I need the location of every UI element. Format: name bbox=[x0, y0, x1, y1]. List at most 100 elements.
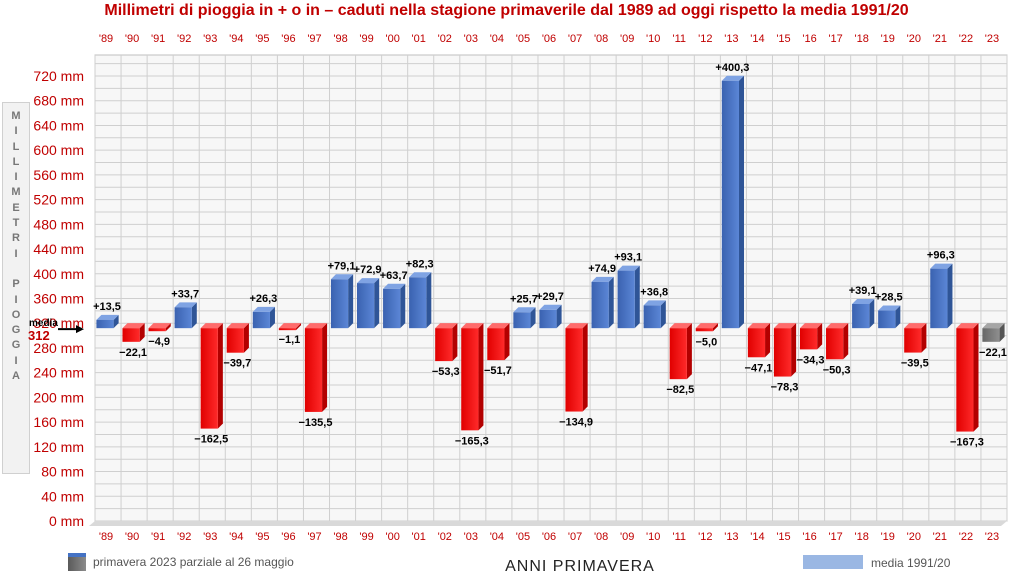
mean-marker-arrowhead bbox=[76, 325, 84, 334]
bar-top bbox=[956, 323, 979, 329]
bar bbox=[695, 328, 713, 332]
bar bbox=[799, 328, 818, 350]
x-tick-label-top: '96 bbox=[281, 33, 295, 45]
bar-side bbox=[791, 323, 797, 377]
bar-side bbox=[843, 323, 849, 360]
bar-top bbox=[487, 323, 510, 329]
bar-top bbox=[357, 278, 380, 284]
x-tick-label-bottom: '10 bbox=[646, 531, 660, 543]
data-label: −167,3 bbox=[950, 437, 984, 449]
legend-label-partial: primavera 2023 parziale al 26 maggio bbox=[93, 555, 294, 569]
bar-97 bbox=[304, 323, 328, 412]
data-label: +28,5 bbox=[875, 292, 903, 304]
x-tick-label-top: '93 bbox=[203, 33, 217, 45]
x-tick-label-bottom: '07 bbox=[568, 531, 582, 543]
x-tick-label-bottom: '01 bbox=[412, 531, 426, 543]
bar bbox=[539, 309, 557, 329]
x-tick-label-bottom: '09 bbox=[620, 531, 634, 543]
data-label: −78,3 bbox=[771, 382, 799, 394]
bar bbox=[383, 288, 401, 329]
x-tick-label-bottom: '96 bbox=[281, 531, 295, 543]
bar-05 bbox=[513, 307, 536, 329]
x-tick-label-bottom: '16 bbox=[802, 531, 816, 543]
bar bbox=[773, 328, 792, 377]
bar-top bbox=[278, 323, 302, 329]
y-tick-label: 600 mm bbox=[33, 142, 84, 158]
y-axis-label: M I L L I M E T R I P I O G G I A bbox=[11, 110, 21, 383]
x-tick-label-bottom: '91 bbox=[151, 531, 165, 543]
x-tick-label-bottom: '17 bbox=[828, 531, 842, 543]
x-tick-label-bottom: '11 bbox=[673, 531, 687, 543]
legend-swatch-mean bbox=[803, 555, 863, 569]
bar-top bbox=[982, 323, 1005, 329]
x-tick-label-top: '10 bbox=[646, 33, 660, 45]
bar-side bbox=[217, 323, 223, 429]
bar-15 bbox=[773, 323, 797, 377]
y-tick-label: 80 mm bbox=[41, 464, 84, 480]
data-label: +36,8 bbox=[640, 286, 668, 298]
bar-top bbox=[773, 323, 797, 329]
x-tick-label-top: '91 bbox=[151, 33, 165, 45]
data-label: −165,3 bbox=[455, 435, 489, 447]
mean-marker-label: media bbox=[29, 318, 58, 329]
x-tick-label-top: '13 bbox=[724, 33, 738, 45]
x-tick-label-top: '17 bbox=[828, 33, 842, 45]
bar-04 bbox=[487, 323, 510, 361]
y-tick-label: 640 mm bbox=[33, 117, 84, 133]
bar bbox=[278, 328, 297, 331]
bar-11 bbox=[669, 323, 692, 380]
bar-17 bbox=[826, 323, 849, 360]
bar-21 bbox=[930, 263, 953, 329]
bar-top bbox=[565, 323, 588, 329]
data-label: −22,1 bbox=[979, 347, 1007, 359]
data-label: −1,1 bbox=[279, 334, 301, 346]
bar-top bbox=[200, 323, 223, 329]
x-tick-label-bottom: '90 bbox=[125, 531, 139, 543]
x-tick-label-top: '11 bbox=[673, 33, 687, 45]
x-axis-label: ANNI PRIMAVERA bbox=[505, 558, 655, 575]
data-label: +82,3 bbox=[406, 258, 434, 270]
bar bbox=[747, 328, 766, 358]
data-label: +29,7 bbox=[536, 291, 564, 303]
bar-top bbox=[695, 323, 718, 329]
bar-top bbox=[122, 323, 145, 329]
y-tick-label: 360 mm bbox=[33, 291, 84, 307]
data-label: +26,3 bbox=[249, 293, 277, 305]
bar bbox=[226, 328, 244, 353]
bar-side bbox=[243, 323, 249, 353]
legend-label-mean: media 1991/20 bbox=[871, 556, 951, 570]
y-tick-label: 200 mm bbox=[33, 389, 84, 405]
x-tick-label-top: '00 bbox=[385, 33, 399, 45]
bar-side bbox=[269, 306, 275, 329]
data-label: +79,1 bbox=[328, 260, 356, 272]
data-label: −53,3 bbox=[432, 366, 460, 378]
bar-01 bbox=[409, 272, 432, 329]
bar-top bbox=[330, 274, 354, 280]
bar-side bbox=[921, 323, 927, 353]
bar bbox=[591, 281, 609, 329]
bar-top bbox=[409, 272, 432, 278]
data-label: −39,7 bbox=[223, 358, 251, 370]
x-tick-label-top: '02 bbox=[438, 33, 452, 45]
bar-93 bbox=[200, 323, 223, 429]
y-tick-label: 160 mm bbox=[33, 414, 84, 430]
y-tick-label: 280 mm bbox=[33, 340, 84, 356]
x-tick-label-bottom: '00 bbox=[385, 531, 399, 543]
bar-side bbox=[504, 323, 510, 361]
bar-side bbox=[322, 323, 328, 412]
bar-top bbox=[643, 300, 666, 306]
x-tick-label-bottom: '19 bbox=[881, 531, 895, 543]
bar-side bbox=[556, 304, 562, 329]
x-tick-label-top: '89 bbox=[99, 33, 113, 45]
bar-side bbox=[400, 283, 406, 329]
x-tick-label-top: '23 bbox=[985, 33, 999, 45]
data-label: −162,5 bbox=[194, 434, 228, 446]
bar-90 bbox=[122, 323, 145, 342]
x-tick-label-bottom: '18 bbox=[855, 531, 869, 543]
bar-side bbox=[973, 323, 979, 432]
bar-top bbox=[591, 276, 614, 282]
data-label: +25,7 bbox=[510, 293, 538, 305]
bar bbox=[826, 328, 844, 360]
bar bbox=[461, 328, 479, 431]
x-tick-label-top: '94 bbox=[229, 33, 243, 45]
